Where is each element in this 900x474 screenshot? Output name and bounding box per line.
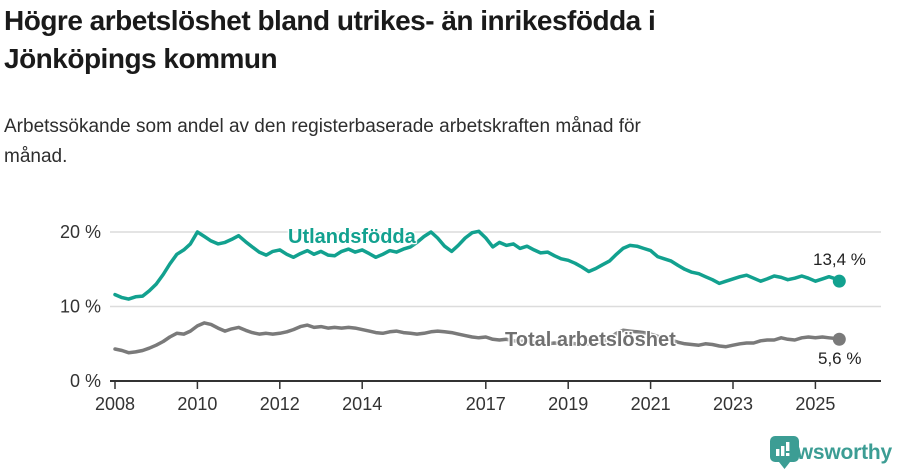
newsworthy-logo: Newsworthy — [770, 436, 892, 470]
page-subtitle: Arbetssökande som andel av den registerb… — [4, 116, 641, 167]
x-axis-tick-label: 2012 — [260, 394, 300, 414]
newsworthy-logo-text: Newsworthy — [770, 441, 892, 464]
series-end-dot-total-arbetsl-shet — [832, 332, 846, 346]
x-axis-tick-label: 2008 — [95, 394, 135, 414]
x-axis-tick-label: 2025 — [795, 394, 835, 414]
end-value-label-total: 5,6 % — [818, 349, 862, 368]
newsworthy-logo-icon — [770, 436, 800, 469]
x-axis-tick-label: 2017 — [466, 394, 506, 414]
x-axis-tick-label: 2019 — [548, 394, 588, 414]
x-axis-tick-label: 2014 — [342, 394, 382, 414]
end-value-label-utlandsfodda: 13,4 % — [813, 250, 866, 269]
y-axis-tick-label: 10 % — [60, 297, 101, 317]
page-title: Högre arbetslöshet bland utrikes- än inr… — [4, 5, 656, 74]
series-end-dot-utlandsf-dda — [832, 274, 846, 288]
series-line-utlandsf-dda — [113, 229, 842, 301]
y-axis-tick-label: 20 % — [60, 222, 101, 242]
x-axis-tick-label: 2010 — [177, 394, 217, 414]
x-axis-tick-label: 2021 — [631, 394, 671, 414]
series-line-total-arbetsl-shet — [113, 321, 842, 355]
x-axis-tick-label: 2023 — [713, 394, 753, 414]
y-axis-tick-label: 0 % — [70, 371, 101, 391]
series-label-utlandsfodda: Utlandsfödda — [288, 226, 416, 248]
series-label-total-arbetsloshet: Total arbetslöshet — [505, 329, 676, 351]
